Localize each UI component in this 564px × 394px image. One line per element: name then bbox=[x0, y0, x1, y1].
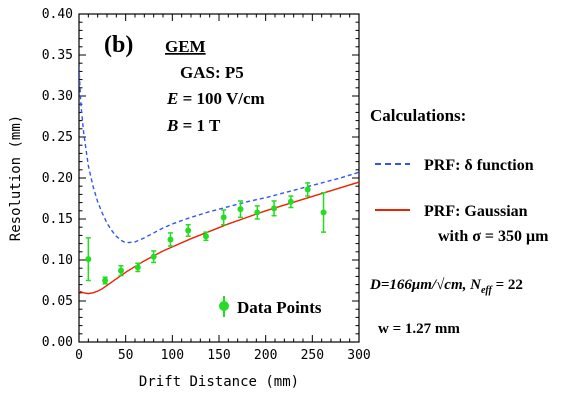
data-point bbox=[118, 267, 124, 274]
legend-data-points: Data Points bbox=[219, 296, 322, 317]
wire-pitch-annotation: w = 1.27 mm bbox=[378, 321, 460, 337]
data-point bbox=[134, 264, 141, 271]
data-point bbox=[271, 205, 278, 212]
legend-data-marker bbox=[219, 301, 229, 311]
bfield-label: B = 1 T bbox=[166, 116, 221, 135]
data-point bbox=[254, 209, 261, 216]
data-point bbox=[237, 206, 244, 213]
neff-value: = 22 bbox=[492, 277, 523, 293]
diffusion-text: D=166μm/√cm, N bbox=[369, 277, 482, 293]
bfield-var: B bbox=[166, 116, 178, 135]
x-tick-labels: 0 50 100 150 200 250 300 bbox=[75, 348, 371, 363]
legend-gauss-label-2: with σ = 350 μm bbox=[438, 228, 549, 245]
efield-value: = 100 V/cm bbox=[178, 89, 264, 108]
data-point bbox=[167, 236, 174, 243]
legend-delta: PRF: δ function bbox=[375, 157, 534, 174]
legend-heading: Calculations: bbox=[370, 106, 466, 125]
x-axis-label: Drift Distance (mm) bbox=[139, 374, 299, 390]
data-point bbox=[320, 209, 327, 216]
efield-var: E bbox=[166, 89, 178, 108]
x-tick-label: 250 bbox=[301, 348, 324, 363]
y-tick-label: 0.20 bbox=[42, 171, 73, 186]
data-points-group bbox=[85, 182, 327, 285]
diffusion-annotation: D=166μm/√cm, Neff = 22 bbox=[369, 277, 523, 296]
gaussian-prf-curve bbox=[79, 181, 359, 295]
x-tick-label: 300 bbox=[347, 348, 370, 363]
y-tick-label: 0.00 bbox=[42, 335, 73, 350]
data-point bbox=[102, 277, 109, 284]
delta-function-curve bbox=[79, 67, 359, 244]
x-tick-label: 150 bbox=[207, 348, 230, 363]
y-tick-label: 0.35 bbox=[42, 48, 73, 63]
neff-subscript: eff bbox=[481, 285, 494, 296]
data-point bbox=[304, 186, 311, 193]
x-tick-label: 50 bbox=[118, 348, 134, 363]
legend-data-label: Data Points bbox=[237, 298, 322, 317]
data-point bbox=[287, 198, 294, 205]
y-tick-label: 0.40 bbox=[42, 7, 73, 22]
detector-label: GEM bbox=[165, 37, 206, 56]
efield-label: E = 100 V/cm bbox=[166, 89, 265, 108]
gas-label: GAS: P5 bbox=[180, 63, 244, 82]
axis-ticks bbox=[78, 13, 360, 343]
series-lines bbox=[79, 67, 359, 295]
x-tick-label: 100 bbox=[161, 348, 184, 363]
data-point bbox=[85, 256, 92, 263]
data-point bbox=[202, 233, 209, 240]
legend-delta-label: PRF: δ function bbox=[424, 157, 534, 174]
bfield-value: = 1 T bbox=[178, 116, 221, 135]
y-tick-label: 0.10 bbox=[42, 253, 73, 268]
y-tick-label: 0.25 bbox=[42, 130, 73, 145]
data-point bbox=[150, 253, 157, 260]
y-tick-label: 0.30 bbox=[42, 89, 73, 104]
x-tick-label: 0 bbox=[75, 348, 83, 363]
y-tick-label: 0.05 bbox=[42, 294, 73, 309]
data-point bbox=[185, 227, 192, 234]
panel-label: (b) bbox=[104, 32, 133, 58]
legend-gauss-label-1: PRF: Gaussian bbox=[424, 203, 528, 220]
x-tick-label: 200 bbox=[254, 348, 277, 363]
y-axis-label: Resolution (mm) bbox=[8, 115, 24, 241]
data-point bbox=[220, 214, 227, 221]
legend-gauss: PRF: Gaussian with σ = 350 μm bbox=[375, 203, 549, 245]
y-tick-labels: 0.00 0.05 0.10 0.15 0.20 0.25 0.30 0.35 0.40 bbox=[42, 7, 73, 350]
y-tick-label: 0.15 bbox=[42, 212, 73, 227]
